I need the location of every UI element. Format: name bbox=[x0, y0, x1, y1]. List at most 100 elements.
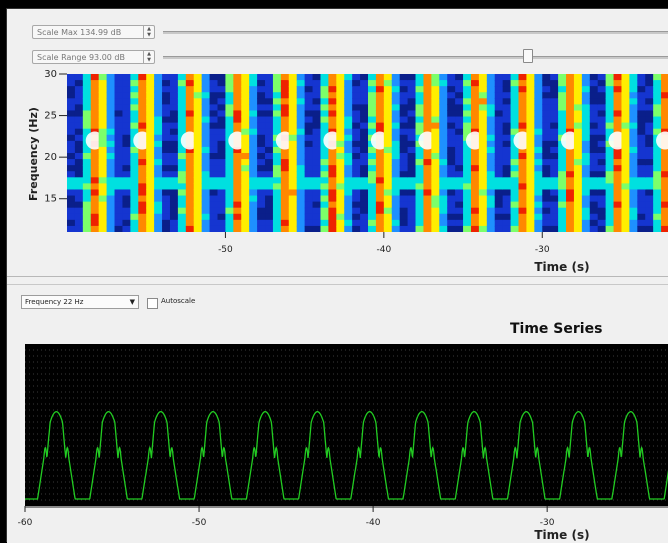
heatmap-cell bbox=[510, 213, 520, 221]
heatmap-cell bbox=[455, 171, 464, 178]
heatmap-cell bbox=[98, 207, 108, 215]
heatmap-cell bbox=[518, 116, 528, 124]
heatmap-cell bbox=[288, 134, 298, 142]
heatmap-cell bbox=[169, 183, 179, 191]
heatmap-cell bbox=[566, 165, 575, 172]
heatmap-cell bbox=[360, 195, 369, 203]
heatmap-cell bbox=[589, 213, 599, 221]
heatmap-cell bbox=[336, 146, 345, 154]
heatmap-cell bbox=[296, 207, 306, 215]
heatmap-cell bbox=[518, 86, 528, 93]
heatmap-cell bbox=[510, 207, 520, 215]
scale-range-slider[interactable] bbox=[163, 56, 668, 59]
heatmap-cell bbox=[209, 225, 219, 232]
heatmap-cell bbox=[90, 171, 100, 178]
frequency-select[interactable]: Frequency 22 Hz ▼ bbox=[21, 295, 139, 309]
heatmap-cell bbox=[415, 86, 425, 93]
heatmap-cell bbox=[534, 80, 543, 87]
heatmap-cell bbox=[447, 80, 456, 87]
scale-range-slider-handle[interactable] bbox=[523, 49, 534, 63]
heatmap-cell bbox=[368, 201, 377, 209]
heatmap-cell bbox=[312, 183, 322, 191]
heatmap-cell bbox=[249, 80, 258, 87]
autoscale-checkbox[interactable] bbox=[147, 298, 158, 309]
heatmap-cell bbox=[217, 201, 227, 209]
spectrogram-plot-area[interactable] bbox=[67, 74, 668, 232]
heatmap-cell bbox=[193, 92, 203, 99]
heatmap-cell bbox=[558, 116, 567, 124]
heatmap-cell bbox=[209, 207, 219, 215]
heatmap-cell bbox=[486, 177, 496, 184]
heatmap-cell bbox=[130, 183, 139, 191]
heatmap-cell bbox=[201, 128, 211, 136]
heatmap-cell bbox=[589, 189, 599, 197]
heatmap-cell bbox=[637, 92, 646, 99]
heatmap-cell bbox=[154, 92, 163, 99]
heatmap-cell bbox=[249, 104, 258, 112]
heatmap-cell bbox=[542, 219, 551, 227]
heatmap-cell bbox=[368, 122, 377, 130]
heatmap-cell bbox=[304, 159, 314, 166]
heatmap-cell bbox=[415, 122, 425, 130]
heatmap-cell bbox=[439, 219, 448, 227]
heatmap-cell bbox=[470, 165, 480, 172]
heatmap-cell bbox=[447, 183, 456, 191]
heatmap-cell bbox=[558, 80, 567, 87]
heatmap-cell bbox=[82, 86, 92, 93]
heatmap-cell bbox=[407, 122, 417, 130]
heatmap-cell bbox=[534, 128, 543, 136]
heatmap-cell bbox=[288, 219, 298, 227]
heatmap-cell bbox=[82, 80, 92, 87]
heatmap-cell bbox=[257, 74, 266, 81]
heatmap-cell bbox=[154, 74, 163, 81]
heatmap-cell bbox=[597, 207, 607, 215]
heatmap-cell bbox=[573, 159, 583, 166]
heatmap-cell bbox=[360, 177, 369, 184]
heatmap-cell bbox=[209, 201, 219, 209]
heatmap-cell bbox=[122, 92, 131, 99]
heatmap-cell bbox=[74, 207, 84, 215]
heatmap-cell bbox=[130, 128, 139, 136]
heatmap-cell bbox=[597, 80, 607, 87]
heatmap-cell bbox=[534, 92, 543, 99]
heatmap-cell bbox=[605, 153, 615, 160]
heatmap-cell bbox=[439, 153, 448, 160]
heatmap-cell bbox=[661, 213, 668, 221]
time-series-plot-area[interactable] bbox=[25, 344, 668, 506]
heatmap-cell bbox=[391, 183, 401, 191]
heatmap-cell bbox=[550, 195, 559, 203]
heatmap-cell bbox=[470, 122, 480, 130]
heatmap-cell bbox=[352, 134, 361, 142]
heatmap-cell bbox=[130, 153, 139, 160]
spin-arrows-icon[interactable]: ▲ ▼ bbox=[143, 26, 154, 38]
heatmap-cell bbox=[193, 110, 203, 118]
heatmap-cell bbox=[201, 116, 211, 124]
heatmap-cell bbox=[67, 146, 76, 154]
heatmap-cell bbox=[391, 86, 401, 93]
heatmap-cell bbox=[375, 207, 385, 215]
heatmap-cell bbox=[463, 219, 472, 227]
heatmap-cell bbox=[502, 92, 512, 99]
heatmap-cell bbox=[257, 195, 266, 203]
heatmap-cell bbox=[74, 213, 84, 221]
scale-max-spinbox[interactable]: Scale Max 134.99 dB ▲ ▼ bbox=[32, 25, 155, 39]
heatmap-cell bbox=[265, 86, 274, 93]
heatmap-cell bbox=[573, 104, 583, 112]
heatmap-cell bbox=[154, 183, 163, 191]
heatmap-cell bbox=[383, 153, 393, 160]
heatmap-cell bbox=[621, 207, 630, 215]
heatmap-cell bbox=[209, 213, 219, 221]
heatmap-cell bbox=[249, 177, 258, 184]
scale-range-spinbox[interactable]: Scale Range 93.00 dB ▲ ▼ bbox=[32, 50, 155, 64]
heatmap-cell bbox=[581, 80, 591, 87]
heatmap-cell bbox=[399, 134, 409, 142]
heatmap-cell bbox=[653, 128, 662, 136]
heatmap-cell bbox=[415, 98, 425, 105]
spin-arrows-icon[interactable]: ▲ ▼ bbox=[143, 51, 154, 63]
heatmap-cell bbox=[542, 98, 551, 105]
heatmap-cell bbox=[645, 128, 654, 136]
heatmap-cell bbox=[114, 140, 124, 148]
scale-max-slider[interactable] bbox=[163, 31, 668, 34]
heatmap-cell bbox=[352, 92, 361, 99]
heatmap-cell bbox=[241, 110, 250, 118]
